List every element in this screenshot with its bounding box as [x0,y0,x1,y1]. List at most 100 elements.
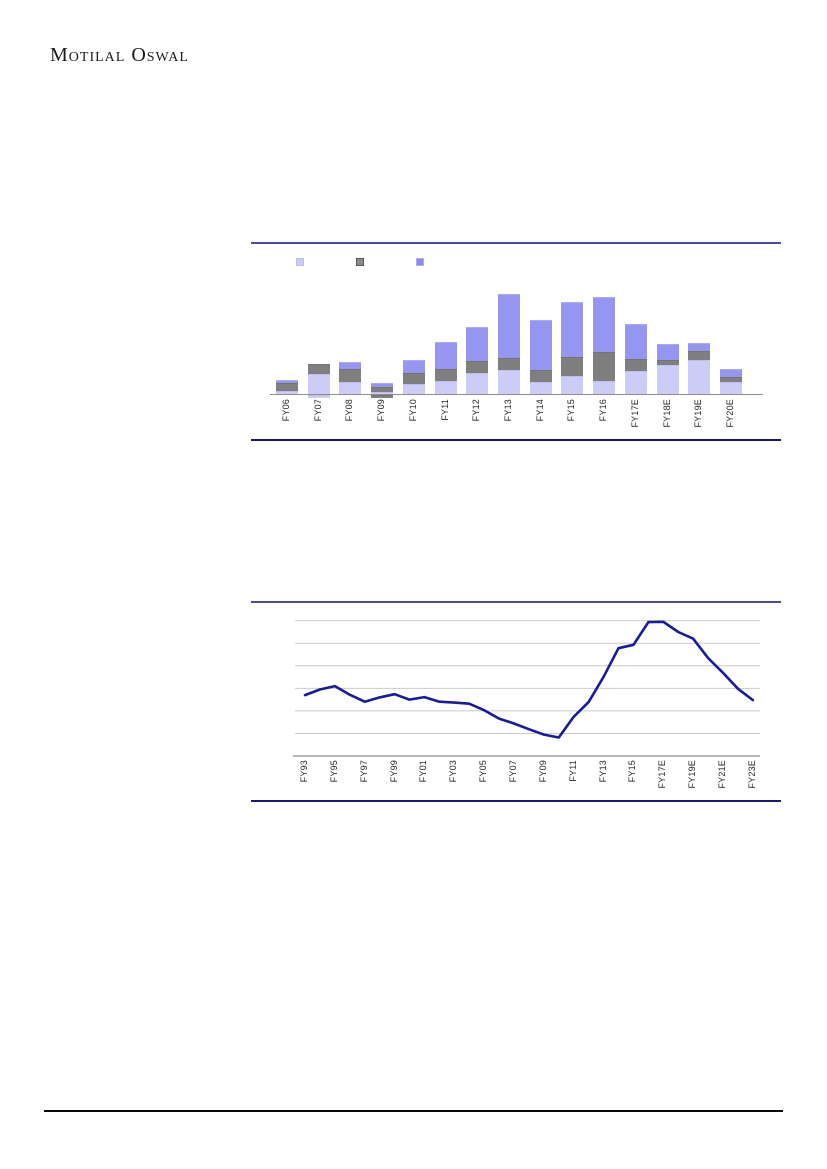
line-x-tick-label: FY13 [597,760,608,783]
bar-segment-light [402,384,425,394]
line-x-tick-FY09: FY09 [538,760,549,782]
bar-segment-light [497,370,520,394]
bar-segment-purple [434,342,457,369]
line-x-tick-FY17E: FY17E [657,760,668,789]
line-x-tick-label: FY05 [478,760,489,783]
data-line [303,620,755,739]
line-x-tick-FY95: FY95 [329,760,340,782]
bar-segment-light [593,381,616,394]
line-x-tick-FY15: FY15 [627,760,638,782]
bar-x-tick-FY17E: FY17E [630,399,641,428]
bar-x-tick-FY20E: FY20E [725,399,736,428]
bar-segment-purple [719,369,742,377]
bar-segment-light [371,392,394,394]
bar-segment-purple [497,294,520,358]
bar-x-tick-FY06: FY06 [281,399,292,421]
line-x-tick-label: FY01 [418,760,429,783]
bar-segment-purple [688,343,711,351]
bar-x-tick-label: FY06 [281,399,291,422]
line-x-tick-FY99: FY99 [389,760,400,782]
bar-x-axis-line [270,394,763,395]
line-x-tick-label: FY03 [448,760,459,783]
bar-segment-gray [529,370,552,382]
bar-segment-purple [371,383,394,387]
bar-x-tick-label: FY15 [566,399,577,422]
line-x-tick-FY21E: FY21E [717,760,728,789]
bar-x-tick-label: FY18E [661,399,672,428]
bar-segment-purple [276,380,298,383]
bar-segment-gray [466,361,489,373]
line-x-tick-label: FY93 [299,760,309,783]
bar-x-tick-FY11: FY11 [440,399,451,421]
brand-logo: Motilal Oswal [50,44,189,66]
line-x-tick-label: FY19E [687,760,698,789]
chart1-top-rule [251,242,781,244]
bar-x-tick-label: FY14 [534,399,545,422]
line-x-tick-label: FY97 [358,760,369,783]
bar-x-tick-label: FY10 [407,399,418,422]
bar-x-tick-label: FY17E [629,399,640,428]
line-x-tick-FY23E: FY23E [747,760,758,789]
bar-segment-gray [371,395,394,398]
bar-x-tick-FY15: FY15 [566,399,577,421]
bar-x-tick-FY10: FY10 [408,399,419,421]
bar-x-tick-label: FY13 [502,399,513,422]
line-x-tick-FY13: FY13 [598,760,609,782]
bar-segment-light [561,376,584,394]
bar-segment-gray [656,360,679,365]
line-x-tick-FY07: FY07 [508,760,519,782]
legend-swatch-series-gray [356,258,364,266]
line-x-tick-label: FY99 [388,760,399,783]
chart2-top-rule [251,601,781,603]
bar-segment-purple [466,327,489,361]
chart1-bottom-rule [251,439,781,441]
bar-segment-gray [719,377,742,382]
bar-segment-light [529,382,552,394]
bar-segment-purple [624,324,647,359]
bar-segment-gray [624,359,647,371]
bar-segment-light [307,374,330,394]
bar-segment-gray [402,373,425,384]
bar-x-tick-FY19E: FY19E [693,399,704,428]
bar-segment-light [624,371,647,394]
bar-segment-light [307,395,330,398]
bar-x-tick-label: FY16 [598,399,609,422]
bar-segment-light [688,360,711,394]
line-x-tick-label: FY07 [508,760,519,783]
line-x-tick-FY01: FY01 [418,760,429,782]
line-x-tick-FY05: FY05 [478,760,489,782]
bar-segment-light [719,382,742,394]
bar-x-tick-FY08: FY08 [344,399,355,421]
bar-segment-light [656,365,679,394]
bar-x-tick-FY13: FY13 [503,399,514,421]
bar-x-tick-label: FY12 [471,399,482,422]
bar-segment-gray [307,364,330,374]
bar-segment-gray [497,358,520,370]
bar-segment-gray [561,357,584,376]
bar-segment-light [434,381,457,394]
bar-x-tick-label: FY19E [693,399,704,428]
bar-x-tick-label: FY09 [376,399,387,422]
line-x-tick-FY19E: FY19E [687,760,698,789]
line-chart: FY93 FY95 FY97 FY99 FY01 FY03 FY05 FY07 FY09 FY11… [251,601,781,803]
bar-segment-purple [561,302,584,357]
line-x-tick-label: FY15 [627,760,638,783]
line-x-tick-FY97: FY97 [359,760,370,782]
bar-x-tick-label: FY11 [439,399,450,421]
line-x-tick-label: FY17E [657,760,668,789]
bar-x-tick-FY14: FY14 [535,399,546,421]
bar-segment-gray [339,369,362,382]
line-x-tick-label: FY11 [567,760,578,782]
bar-x-tick-label: FY08 [344,399,355,422]
bar-segment-light [276,391,298,394]
legend-swatch-series-purple [416,258,424,266]
bar-x-tick-FY16: FY16 [598,399,609,421]
line-x-tick-label: FY09 [537,760,548,783]
line-x-tick-label: FY23E [746,760,757,789]
legend-swatch-series-light [296,258,304,266]
bar-segment-gray [276,383,298,391]
bar-segment-light [339,382,362,394]
line-plot-area [293,620,760,757]
bar-x-tick-FY07: FY07 [313,399,324,421]
